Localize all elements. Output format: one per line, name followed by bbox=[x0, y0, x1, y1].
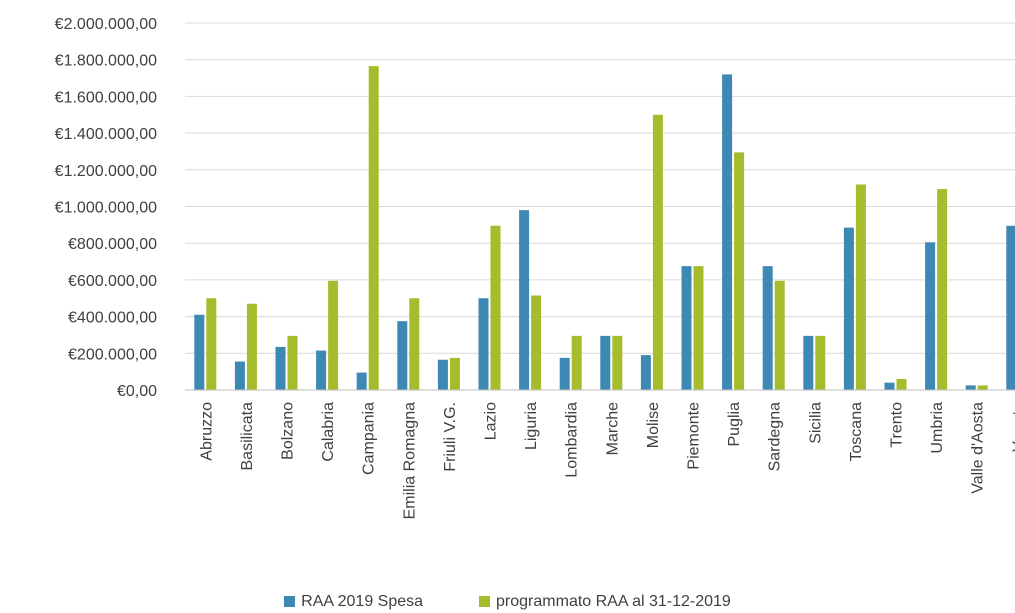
x-tick-label: Calabria bbox=[320, 402, 337, 462]
bar-series-2 bbox=[571, 335, 582, 390]
legend-swatch-series-2 bbox=[479, 596, 491, 607]
x-tick-label: Lazio bbox=[483, 402, 500, 440]
y-tick-label: €2.000.000,00 bbox=[55, 16, 157, 33]
legend-item-series-2: programmato RAA al 31-12-2019 bbox=[479, 593, 731, 611]
y-tick-label: €600.000,00 bbox=[68, 273, 157, 290]
legend: RAA 2019 Spesa programmato RAA al 31-12-… bbox=[0, 590, 1015, 613]
bar-series-2 bbox=[449, 357, 460, 390]
bar-series-1 bbox=[803, 335, 814, 390]
bar-series-1 bbox=[722, 74, 733, 390]
bar-series-1 bbox=[397, 321, 408, 390]
bar-series-2 bbox=[490, 225, 501, 390]
x-tick-label: Piemonte bbox=[686, 402, 703, 470]
bar-series-1 bbox=[275, 346, 286, 390]
bar-series-2 bbox=[206, 298, 217, 390]
bar-series-1 bbox=[437, 359, 448, 390]
bar-series-2 bbox=[774, 280, 785, 390]
y-tick-label: €1.600.000,00 bbox=[55, 89, 157, 106]
bar-series-2 bbox=[409, 298, 420, 390]
x-tick-label: Sicilia bbox=[807, 402, 824, 444]
y-tick-label: €800.000,00 bbox=[68, 236, 157, 253]
bar-series-2 bbox=[734, 152, 745, 390]
x-tick-label: Toscana bbox=[848, 402, 865, 462]
bar-series-1 bbox=[640, 355, 651, 390]
gridlines bbox=[185, 22, 1015, 354]
x-tick-label: Friuli V.G. bbox=[442, 402, 459, 472]
y-axis-tick-labels: €0,00 €200.000,00 €400.000,00 €600.000,00 €8… bbox=[55, 16, 157, 400]
x-tick-label: Valle d'Aosta bbox=[970, 402, 987, 494]
bar-series-2 bbox=[815, 335, 826, 390]
bar-series-1 bbox=[843, 227, 854, 390]
legend-item-series-1: RAA 2019 Spesa bbox=[284, 593, 423, 611]
bar-series-2 bbox=[246, 303, 257, 390]
bar-series-2 bbox=[368, 66, 379, 390]
bars bbox=[194, 66, 1015, 390]
x-tick-label: Abruzzo bbox=[198, 402, 215, 461]
x-tick-label: Umbria bbox=[929, 402, 946, 454]
bar-series-1 bbox=[600, 335, 611, 390]
x-tick-label: Bolzano bbox=[280, 402, 297, 460]
y-tick-label: €0,00 bbox=[117, 383, 157, 400]
x-tick-label: Lombardia bbox=[564, 402, 581, 478]
x-tick-label: Basilicata bbox=[239, 402, 256, 471]
bar-series-2 bbox=[896, 378, 907, 390]
x-tick-label: Marche bbox=[604, 402, 621, 455]
bar-series-1 bbox=[194, 314, 205, 390]
legend-label-series-2: programmato RAA al 31-12-2019 bbox=[496, 592, 731, 610]
y-tick-label: €400.000,00 bbox=[68, 310, 157, 327]
bar-series-1 bbox=[559, 357, 570, 390]
bar-series-1 bbox=[884, 382, 895, 390]
x-tick-label: Molise bbox=[645, 402, 662, 448]
bar-series-2 bbox=[977, 385, 988, 390]
legend-swatch-series-1 bbox=[284, 596, 296, 607]
x-tick-label: Campania bbox=[361, 402, 378, 475]
bar-series-1 bbox=[316, 350, 327, 390]
bar-series-1 bbox=[925, 242, 936, 390]
bar-series-1 bbox=[234, 361, 245, 390]
x-tick-label: Liguria bbox=[523, 402, 540, 450]
bar-series-2 bbox=[652, 114, 663, 390]
y-tick-label: €1.200.000,00 bbox=[55, 163, 157, 180]
legend-label-series-1: RAA 2019 Spesa bbox=[301, 592, 424, 610]
x-tick-label: Veneto bbox=[1010, 402, 1015, 452]
bar-series-2 bbox=[693, 266, 704, 390]
bar-series-1 bbox=[356, 372, 367, 390]
bar-series-2 bbox=[287, 335, 298, 390]
bar-series-2 bbox=[937, 189, 948, 390]
bar-series-1 bbox=[762, 266, 773, 390]
bar-series-1 bbox=[681, 266, 692, 390]
y-tick-label: €200.000,00 bbox=[68, 346, 157, 363]
bar-series-1 bbox=[519, 210, 530, 390]
bar-series-2 bbox=[531, 295, 542, 390]
x-tick-label: Emilia Romagna bbox=[401, 402, 418, 519]
bar-series-2 bbox=[855, 184, 866, 390]
x-tick-label: Puglia bbox=[726, 402, 743, 447]
bar-series-1 bbox=[965, 385, 976, 390]
bar-series-1 bbox=[1006, 225, 1015, 390]
y-tick-label: €1.400.000,00 bbox=[55, 126, 157, 143]
bar-series-1 bbox=[478, 298, 489, 390]
x-tick-label: Trento bbox=[889, 402, 906, 448]
bar-series-2 bbox=[612, 335, 623, 390]
bar-series-2 bbox=[328, 280, 339, 390]
x-axis-tick-labels: Abruzzo Basilicata Bolzano Calabria Campania… bbox=[198, 402, 1015, 519]
y-tick-label: €1.800.000,00 bbox=[55, 53, 157, 70]
y-tick-label: €1.000.000,00 bbox=[55, 200, 157, 217]
x-tick-label: Sardegna bbox=[767, 402, 784, 471]
